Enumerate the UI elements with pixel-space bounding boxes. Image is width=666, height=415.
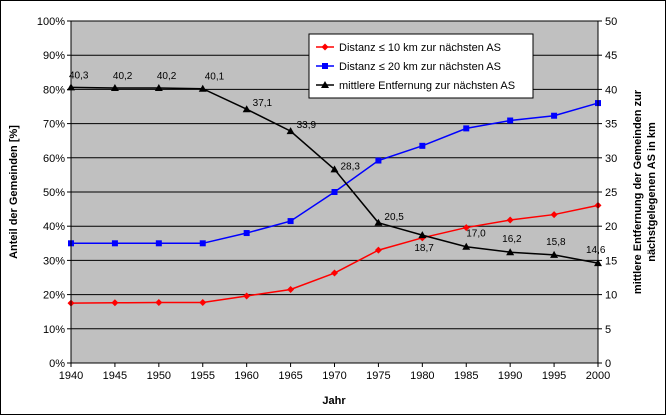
y-tick-right-label: 15 [605,255,617,267]
y-axis-right-title-line-2: nächstgelegenen AS in km [646,122,658,262]
data-point [155,240,162,247]
x-tick-label: 1960 [234,370,258,382]
data-point [198,84,207,92]
data-point [506,216,514,224]
y-tick-right-label: 10 [605,290,617,302]
data-label: 37,1 [253,98,273,109]
data-label: 33,9 [297,120,317,131]
y-tick-left-label: 70% [43,119,65,131]
data-point [110,84,119,92]
y-tick-left-label: 90% [43,50,65,62]
y-tick-left-label: 60% [43,153,65,165]
x-tick-label: 1950 [147,370,171,382]
legend-label: Distanz ≤ 20 km zur nächsten AS [339,61,501,73]
legend-label: Distanz ≤ 10 km zur nächsten AS [339,42,501,54]
data-point [551,112,558,119]
legend-box [308,33,534,99]
data-point [331,269,338,277]
data-label: 17,0 [466,229,486,240]
legend-marker [321,43,329,51]
y-tick-left-label: 20% [43,290,65,302]
data-label: 18,7 [414,243,434,254]
x-tick-label: 1940 [59,370,83,382]
data-point [242,105,251,113]
data-point [286,127,295,135]
data-point [199,240,206,247]
data-point [462,242,471,250]
x-tick-label: 1990 [498,370,522,382]
data-point [418,231,427,239]
data-point [199,298,207,306]
y-tick-left-label: 100% [37,16,65,28]
y-tick-left-label: 10% [43,324,65,336]
data-point [419,142,426,149]
legend-label: mittlere Entfernung zur nächsten AS [339,80,515,92]
y-tick-right-label: 0 [605,358,611,370]
x-tick-label: 2000 [586,370,610,382]
data-point [330,165,339,173]
data-point [550,211,558,219]
data-label: 20,5 [384,212,404,223]
data-label: 16,2 [502,234,522,245]
data-label: 40,1 [205,72,225,83]
data-point [374,246,382,254]
data-point [331,189,338,195]
data-label: 40,2 [157,71,177,82]
legend-marker [322,63,328,69]
data-point [463,125,470,132]
data-point [507,117,514,124]
x-axis-title: Jahr [322,395,346,407]
data-point [550,250,559,258]
y-tick-right-label: 45 [605,50,617,62]
data-point [243,230,250,237]
y-tick-right-label: 20 [605,221,617,233]
y-tick-left-label: 80% [43,84,65,96]
data-point [375,157,382,164]
x-tick-label: 1965 [278,370,302,382]
data-point [154,84,163,92]
data-point [111,240,118,247]
data-point [287,218,294,225]
data-label: 40,2 [113,71,133,82]
data-label: 14,6 [586,245,606,256]
data-point [506,248,515,256]
axes: 0% 10% 20% 30% 40% 50% 60% 70% 80% 90% 100% 0 5 10 15 2… [37,16,617,382]
data-point [243,292,251,300]
y-tick-left-label: 30% [43,255,65,267]
y-tick-left-label: 0% [49,358,65,370]
y-axis-right-title-line-1: mittlere Entfernung der Gemeinden zur [632,89,644,294]
y-tick-right-label: 5 [605,324,611,336]
data-point [374,218,383,226]
data-point [155,298,163,306]
legend: Distanz ≤ 10 km zur nächsten AS Distanz ≤… [308,33,534,99]
data-label: 28,3 [341,161,361,172]
x-tick-label: 1985 [454,370,478,382]
x-tick-label: 1970 [322,370,346,382]
y-tick-right-label: 40 [605,84,617,96]
x-tick-label: 1945 [103,370,127,382]
data-labels: 40,3 40,2 40,2 40,1 37,1 33,9 28,3 20,5 18,7 17,0… [69,70,606,256]
x-tick-label: 1975 [366,370,390,382]
data-label: 15,8 [546,237,566,248]
x-tick-label: 1955 [191,370,215,382]
legend-marker [321,81,329,88]
x-tick-label: 1995 [542,370,566,382]
data-point [111,299,119,307]
y-tick-right-label: 35 [605,119,617,131]
y-tick-right-label: 50 [605,16,617,28]
y-tick-right-label: 25 [605,187,617,199]
y-tick-right-label: 30 [605,153,617,165]
y-axis-left-title: Anteil der Gemeinden [%] [8,125,20,259]
x-tick-label: 1980 [410,370,434,382]
y-tick-left-label: 50% [43,187,65,199]
data-point [287,285,295,293]
y-tick-left-label: 40% [43,221,65,233]
data-label: 40,3 [69,70,89,81]
data-point [462,224,470,232]
